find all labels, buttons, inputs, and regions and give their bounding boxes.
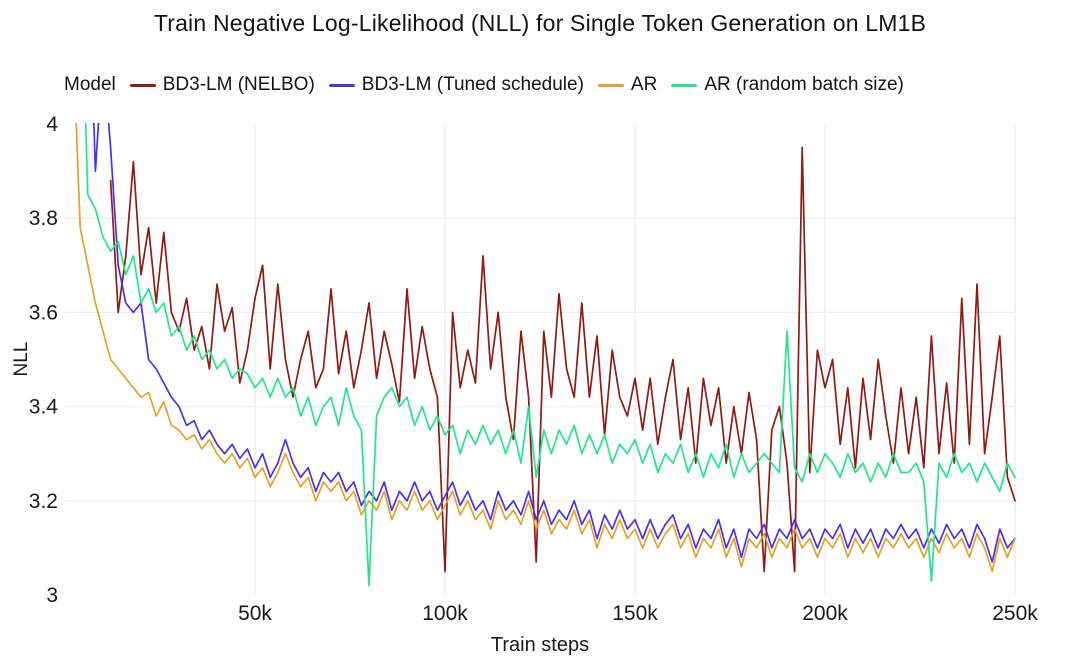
legend-swatch-ar-icon (597, 83, 624, 87)
svg-text:100k: 100k (422, 602, 468, 625)
svg-text:3.4: 3.4 (29, 396, 59, 419)
legend-item-bd3lm-nelbo: BD3-LM (NELBO) (129, 74, 315, 96)
series-line (109, 146, 1016, 573)
legend-label-bd3lm-nelbo: BD3-LM (NELBO) (162, 74, 315, 95)
svg-text:4: 4 (46, 113, 58, 136)
svg-text:3.2: 3.2 (29, 490, 58, 513)
y-axis-title: NLL (11, 341, 32, 377)
legend-label-bd3lm-tuned: BD3-LM (Tuned schedule) (361, 74, 584, 95)
legend-title: Model (64, 74, 116, 95)
x-axis-title: Train steps (490, 634, 590, 656)
legend-label-ar-random: AR (random batch size) (704, 74, 904, 95)
legend: Model BD3-LM (NELBO) BD3-LM (Tuned sched… (64, 74, 904, 96)
chart-title: Train Negative Log-Likelihood (NLL) for … (153, 10, 927, 36)
svg-text:50k: 50k (238, 602, 272, 625)
svg-text:3: 3 (46, 584, 58, 607)
svg-text:3.8: 3.8 (29, 207, 58, 230)
series-line (84, 123, 1016, 587)
svg-text:150k: 150k (612, 602, 658, 625)
series-line (92, 123, 1016, 563)
legend-item-bd3lm-tuned: BD3-LM (Tuned schedule) (328, 74, 584, 96)
legend-item-ar-random: AR (random batch size) (671, 74, 904, 96)
legend-swatch-bd3lm-tuned-icon (328, 83, 355, 87)
legend-label-ar: AR (630, 74, 658, 95)
legend-swatch-bd3lm-nelbo-icon (129, 83, 156, 87)
series-line (75, 123, 1016, 573)
legend-item-ar: AR (597, 74, 658, 96)
svg-text:250k: 250k (992, 602, 1038, 625)
svg-text:200k: 200k (802, 602, 848, 625)
svg-text:3.6: 3.6 (29, 301, 58, 324)
legend-swatch-ar-random-icon (671, 83, 698, 87)
